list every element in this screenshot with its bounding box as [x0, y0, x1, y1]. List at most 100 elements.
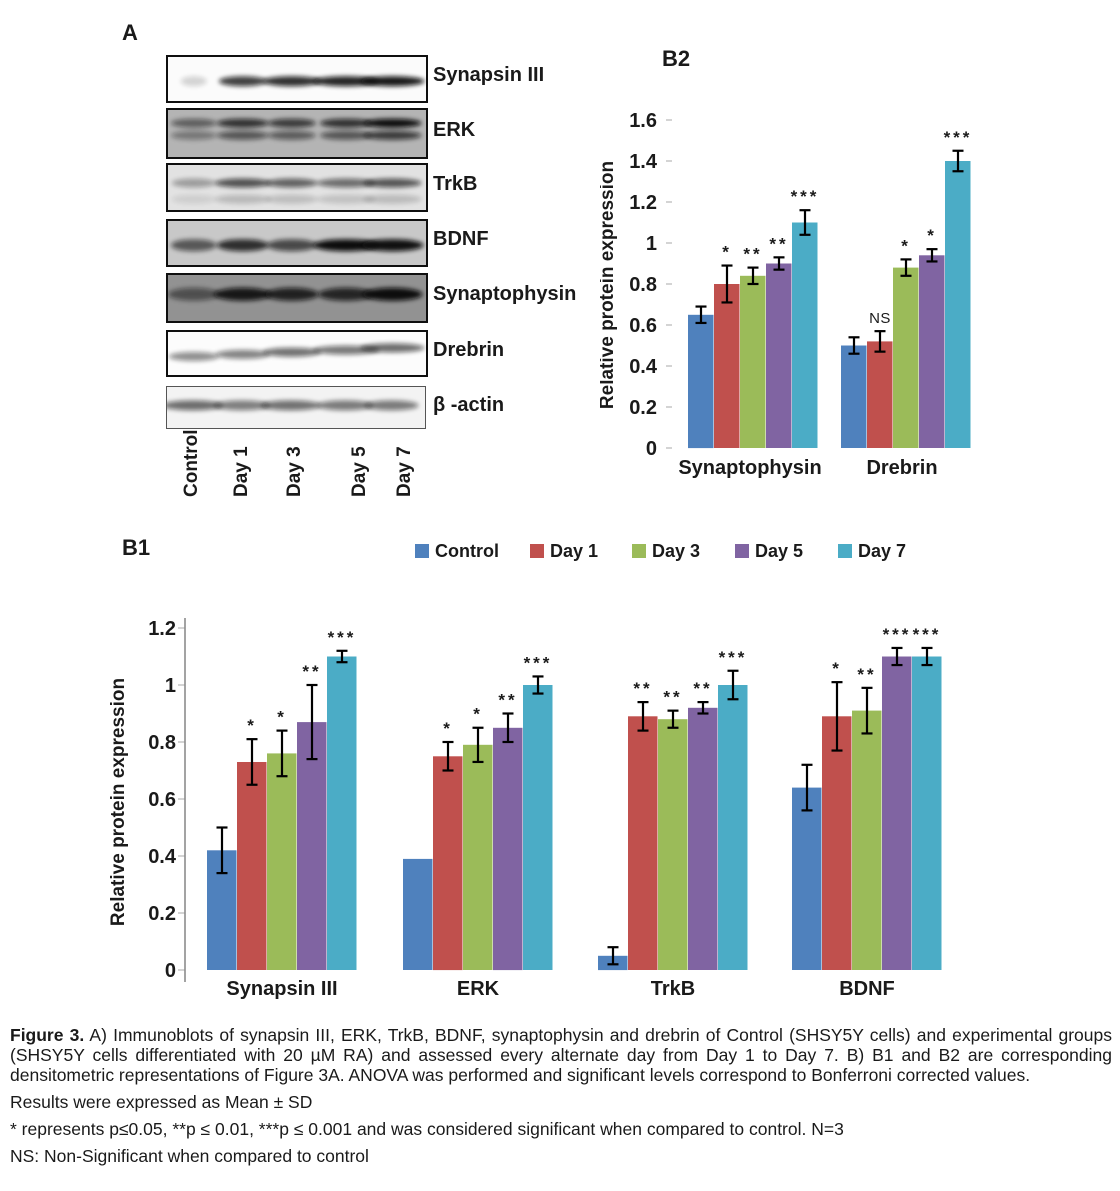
significance-marker: ***: [328, 628, 357, 647]
blot-synapsin-iii: [166, 55, 428, 103]
y-tick-label: 0: [165, 960, 176, 982]
protein-band: [213, 400, 270, 411]
caption-body-text: A) Immunoblots of synapsin III, ERK, Trk…: [10, 1025, 1112, 1085]
protein-band: [267, 130, 316, 140]
blot-drebrin: [166, 330, 428, 377]
legend-item-day-7: Day 7: [838, 540, 907, 561]
b1-bar-chart: 0 0.2 0.4 0.6 0.8 1 1.2 Relative protein expres…: [108, 618, 942, 1000]
bar-day-5: [297, 722, 327, 970]
panel-b2-label: B2: [662, 46, 691, 71]
protein-band: [363, 194, 422, 204]
protein-band: [320, 130, 372, 140]
caption-mean-sd: Results were expressed as Mean ± SD: [10, 1091, 313, 1112]
bar-day-5: [493, 727, 523, 971]
protein-band: [362, 287, 423, 301]
bar-day-7: [718, 685, 748, 970]
significance-marker: *: [927, 226, 937, 245]
b2-bar-chart: 0 0.2 0.4 0.6 0.8 1 1.2 1.4 1.6 Relative protein …: [597, 110, 971, 479]
protein-band: [214, 194, 271, 204]
category-label: Synaptophysin: [678, 457, 821, 479]
significance-marker: **: [769, 234, 788, 253]
blot-image: [168, 165, 426, 210]
protein-band: [216, 118, 269, 128]
significance-marker: *: [722, 243, 732, 262]
category-label: Synapsin III: [226, 978, 337, 1000]
protein-band: [168, 287, 220, 301]
protein-band: [363, 178, 422, 188]
protein-band: [215, 349, 270, 359]
y-axis-title: Relative protein expression: [108, 678, 129, 926]
legend-label: Control: [435, 540, 499, 561]
bar-day-3: [893, 267, 919, 448]
bar-day-1: [822, 716, 852, 970]
protein-band: [214, 178, 271, 188]
bar-control: [688, 314, 714, 449]
protein-band: [364, 400, 419, 411]
significance-marker: ***: [913, 625, 942, 644]
protein-band: [262, 76, 321, 87]
y-tick-label: 0.4: [629, 356, 658, 378]
y-tick-label: 0.8: [148, 732, 176, 754]
y-axis-title: Relative protein expression: [600, 161, 618, 409]
y-tick-label: 0: [646, 438, 657, 460]
y-tick-label: 0.6: [148, 789, 176, 811]
chart-b2: 0 0.2 0.4 0.6 0.8 1 1.2 1.4 1.6 Relative protein …: [597, 100, 1040, 517]
protein-band: [360, 343, 425, 353]
blot-name-label: β -actin: [433, 393, 505, 416]
protein-band: [317, 400, 373, 411]
protein-band: [218, 76, 267, 87]
bar-day-3: [740, 275, 766, 448]
blot--actin: [166, 386, 426, 429]
significance-marker: *: [473, 705, 483, 724]
protein-band: [267, 118, 316, 128]
significance-marker: ***: [719, 648, 748, 667]
y-tick-label: 1: [646, 233, 657, 255]
bar-control: [403, 858, 433, 970]
protein-band: [171, 194, 216, 204]
legend-label: Day 7: [858, 540, 907, 561]
blot-name-label: Synapsin III: [433, 64, 545, 86]
blot-image: [167, 387, 425, 428]
bar-day-3: [267, 753, 297, 970]
lane-label-day-7: Day 7: [394, 446, 415, 497]
bar-day-5: [766, 263, 792, 448]
significance-marker: ***: [791, 187, 820, 206]
caption-ns-note: NS: Non-Significant when compared to con…: [10, 1145, 369, 1166]
bar-day-3: [852, 710, 882, 970]
y-tick-label: 1.6: [629, 110, 657, 132]
significance-marker: *: [832, 659, 842, 678]
significance-marker: ***: [524, 653, 553, 672]
y-tick-label: 1.2: [148, 618, 176, 640]
legend-swatch: [735, 544, 749, 558]
protein-band: [265, 194, 318, 204]
y-tick-label: 1.4: [629, 151, 658, 173]
protein-band: [180, 76, 207, 87]
y-tick-label: 0.2: [148, 903, 176, 925]
chart-b1: 0 0.2 0.4 0.6 0.8 1 1.2 Relative protein expres…: [100, 590, 1120, 1025]
bar-day-5: [688, 707, 718, 970]
bar-day-7: [327, 656, 357, 970]
legend-item-day-5: Day 5: [735, 540, 804, 561]
protein-band: [216, 130, 269, 140]
legend-item-day-1: Day 1: [530, 541, 598, 561]
caption-significance: * represents p≤0.05, **p ≤ 0.01, ***p ≤ …: [10, 1118, 844, 1139]
protein-band: [216, 239, 269, 252]
legend-swatch: [415, 544, 429, 558]
protein-band: [363, 118, 422, 128]
bar-control: [792, 787, 822, 970]
significance-marker: *: [247, 716, 257, 735]
protein-band: [313, 76, 379, 87]
protein-band: [168, 352, 219, 361]
caption-figure-number: Figure 3.: [10, 1025, 85, 1045]
significance-marker: ***: [883, 625, 912, 644]
blot-image: [168, 275, 426, 321]
blot-image: [168, 221, 426, 265]
bar-day-7: [523, 685, 553, 970]
protein-band: [264, 287, 319, 301]
lane-label-day-1: Day 1: [231, 446, 252, 497]
protein-band: [360, 76, 425, 87]
significance-marker: *: [277, 708, 287, 727]
blot-image: [168, 332, 426, 375]
legend-label: Day 5: [755, 540, 804, 561]
